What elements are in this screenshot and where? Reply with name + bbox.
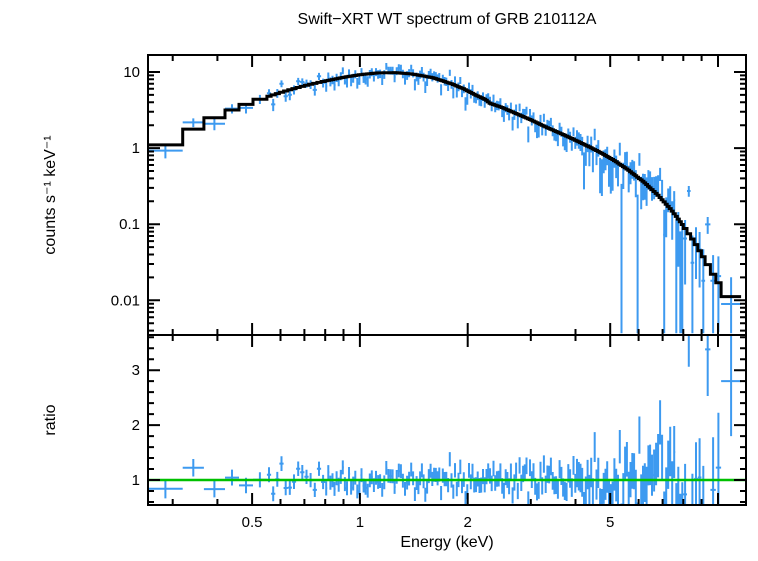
bottom-panel-frame	[147, 334, 747, 506]
spectrum-data	[148, 63, 742, 334]
x-tick-label: 0.5	[242, 514, 263, 531]
counts-tick-label: 0.01	[111, 292, 140, 309]
y-axis-label-ratio: ratio	[42, 404, 59, 435]
model-line-path	[148, 71, 742, 299]
x-tick-label: 1	[356, 514, 364, 531]
plot-title: Swift−XRT WT spectrum of GRB 210112A	[298, 11, 597, 28]
ratio-tick-label: 2	[132, 417, 140, 434]
model-step-line	[148, 71, 742, 299]
counts-tick-label: 0.1	[119, 216, 140, 233]
plot-frame	[147, 54, 747, 506]
ratio-tick-label: 3	[132, 362, 140, 379]
y-axis-label-counts: counts s⁻¹ keV⁻¹	[42, 135, 59, 254]
x-tick-label: 5	[606, 514, 614, 531]
ratio-data	[148, 335, 742, 505]
x-tick-label: 2	[464, 514, 472, 531]
axis-ticks	[148, 55, 746, 505]
x-axis-label: Energy (keV)	[400, 534, 493, 551]
tick-marks	[148, 55, 746, 505]
counts-tick-label: 1	[132, 140, 140, 157]
axis-tick-labels: 0.5 1 2 5 0.01 0.1 1 10 1 2 3	[111, 64, 615, 531]
spectrum-error-bars	[148, 63, 742, 334]
counts-tick-label: 10	[123, 64, 140, 81]
ratio-error-bars	[148, 335, 742, 505]
ratio-tick-label: 1	[132, 472, 140, 489]
